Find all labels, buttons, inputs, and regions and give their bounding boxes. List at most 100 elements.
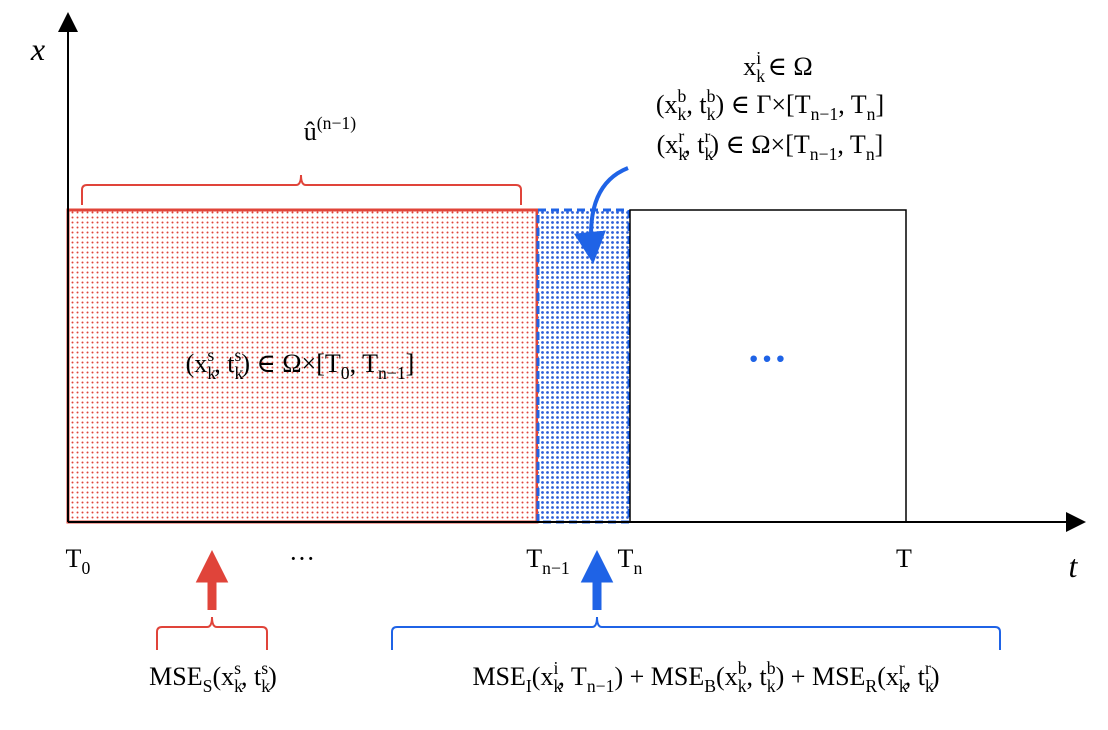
formula-part: (x	[877, 662, 899, 691]
formula-part: k	[707, 104, 716, 124]
formula-part: (n−1)	[317, 113, 357, 133]
formula-part: T	[526, 544, 542, 573]
up-arrow-blue	[580, 549, 614, 610]
future-dots: ···	[747, 336, 787, 381]
formula-part: )	[268, 662, 277, 691]
formula-part: T	[66, 544, 82, 573]
formula-part: ···	[747, 336, 787, 381]
formula-part: I	[526, 676, 532, 696]
tick-label: T0	[66, 544, 91, 578]
formula-part: ]	[875, 90, 884, 119]
loss-window: MSEI(xki, Tn−1) + MSEB(xkb, tkb) + MSER(…	[472, 658, 939, 696]
up-arrow-red	[195, 549, 229, 610]
formula-part: MSE	[472, 662, 525, 691]
formula-part: n−1	[811, 104, 839, 124]
formula-part: , t	[241, 662, 262, 691]
formula-part: ]	[406, 349, 415, 378]
brace-red	[156, 616, 268, 650]
formula-part: (x	[186, 349, 208, 378]
formula-part: k	[756, 66, 765, 86]
x-axis-label: t	[1069, 548, 1079, 584]
formula-part: n	[633, 558, 642, 578]
u-hat-label: û(n−1)	[304, 113, 357, 146]
formula-part: 0	[81, 558, 90, 578]
brace-blue	[391, 616, 1001, 650]
formula-part: , T	[838, 90, 867, 119]
formula-part: û	[304, 117, 317, 146]
formula-part: k	[553, 676, 562, 696]
formula-part: 0	[341, 363, 350, 383]
formula-part: b	[707, 86, 716, 106]
tick-label: Tn	[618, 544, 643, 578]
formula-part: n	[866, 144, 875, 164]
formula-part: , t	[684, 130, 705, 159]
formula-part: k	[738, 676, 747, 696]
formula-part: s	[234, 345, 241, 365]
formula-part: n−1	[378, 363, 406, 383]
y-axis-label: x	[30, 31, 45, 67]
formula-part: (x	[656, 90, 678, 119]
formula-part: R	[865, 676, 877, 696]
formula-part: n−1	[542, 558, 570, 578]
formula-part: b	[738, 658, 747, 678]
formula-part: k	[767, 676, 776, 696]
formula-part: , T	[558, 662, 587, 691]
formula-part: ) ∈ Ω×[T	[241, 349, 341, 378]
solution-set: (xks, tks) ∈ Ω×[T0, Tn−1]	[186, 345, 415, 383]
formula-part: k	[678, 104, 687, 124]
formula-part: n−1	[810, 144, 838, 164]
formula-part: T	[896, 544, 912, 573]
formula-part: s	[234, 658, 241, 678]
formula-part: s	[261, 658, 268, 678]
pointer-arrow	[574, 166, 629, 264]
formula-part: k	[899, 676, 908, 696]
formula-part: , t	[747, 662, 768, 691]
formula-part: k	[925, 676, 934, 696]
formula-part: k	[261, 676, 270, 696]
formula-part: s	[207, 345, 214, 365]
formula-part: ∈ Ω	[761, 52, 813, 81]
formula-part: r	[925, 658, 931, 678]
formula-part: r	[899, 658, 905, 678]
current-window	[536, 208, 631, 524]
formula-part: ]	[875, 130, 884, 159]
formula-part: , t	[905, 662, 926, 691]
formula-part: )	[931, 662, 940, 691]
formula-part: ) + MSE	[776, 662, 866, 691]
formula-part: r	[704, 126, 710, 146]
formula-part: ) ∈ Ω×[T	[710, 130, 810, 159]
formula-part: B	[704, 676, 716, 696]
formula-part: k	[234, 676, 243, 696]
formula-part: (x	[716, 662, 738, 691]
tick-label: Tn−1	[526, 544, 570, 578]
formula-part: , T	[837, 130, 866, 159]
formula-part: k	[704, 144, 713, 164]
formula-part: k	[234, 363, 243, 383]
formula-part: (x	[532, 662, 554, 691]
formula-part: n	[867, 104, 876, 124]
formula-part: ) + MSE	[614, 662, 704, 691]
loss-solution: MSES(xks, tks)	[149, 658, 277, 696]
formula-part: (x	[657, 130, 679, 159]
formula-part: ···	[289, 544, 315, 573]
formula-part: x	[743, 52, 756, 81]
residual-set: (xkr, tkr) ∈ Ω×[Tn−1, Tn]	[657, 126, 884, 164]
formula-part: i	[553, 658, 558, 678]
formula-part: i	[756, 48, 761, 68]
initial-set: xki ∈ Ω	[743, 48, 813, 86]
formula-part: k	[678, 144, 687, 164]
brace-top	[81, 174, 522, 205]
formula-part: k	[207, 363, 216, 383]
formula-part: , T	[350, 349, 379, 378]
formula-part: b	[678, 86, 687, 106]
formula-part: , t	[686, 90, 707, 119]
formula-part: n−1	[587, 676, 615, 696]
boundary-set: (xkb, tkb) ∈ Γ×[Tn−1, Tn]	[656, 86, 884, 124]
formula-part: r	[678, 126, 684, 146]
formula-part: ) ∈ Γ×[T	[715, 90, 810, 119]
solution-region	[66, 208, 539, 524]
tick-label: ···	[289, 544, 315, 573]
formula-part: T	[618, 544, 634, 573]
tick-label: T	[896, 544, 912, 573]
